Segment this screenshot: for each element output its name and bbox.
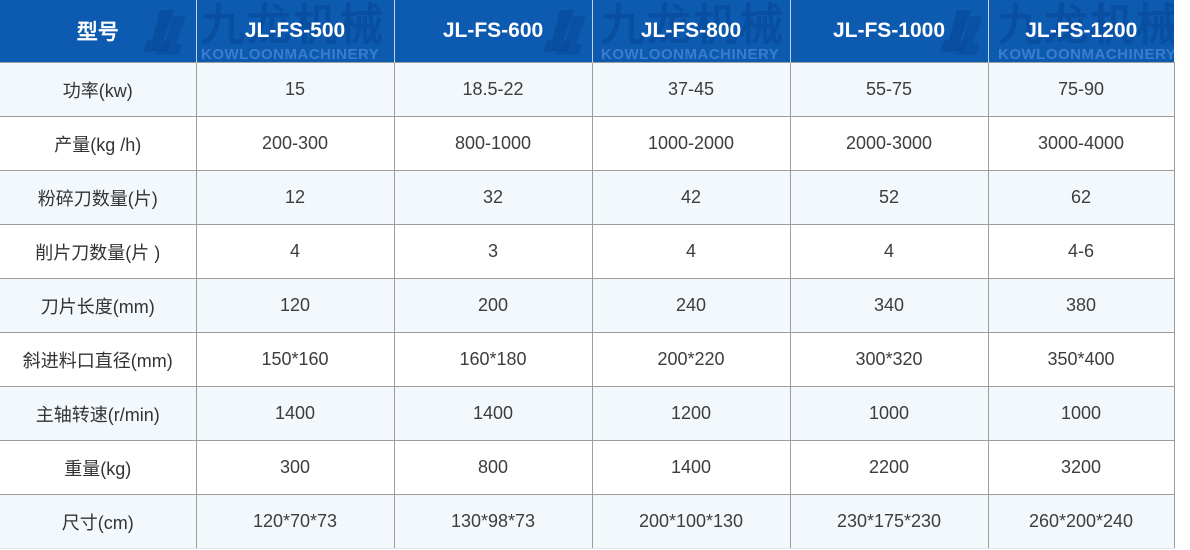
header-model-cell: JL-FS-1200 — [987, 0, 1174, 63]
spec-value: 120*70*73 — [195, 494, 395, 549]
spec-value: 1400 — [393, 386, 593, 441]
table-row: 重量(kg) 300 800 1400 2200 3200 — [0, 440, 1175, 495]
header-row: 型号 JL-FS-500 JL-FS-600 JL-FS-800 JL-FS-1… — [0, 0, 1174, 63]
table-row: 主轴转速(r/min) 1400 1400 1200 1000 1000 — [0, 386, 1175, 441]
row-label: 产量(kg /h) — [0, 116, 197, 171]
spec-value: 200*220 — [591, 332, 791, 387]
row-label: 斜进料口直径(mm) — [0, 332, 197, 387]
corner-header-label: 型号 — [76, 21, 119, 44]
spec-value: 3200 — [987, 440, 1175, 495]
spec-value: 32 — [393, 170, 593, 225]
spec-table-header: 型号 JL-FS-500 JL-FS-600 JL-FS-800 JL-FS-1… — [0, 0, 1174, 63]
spec-value: 55-75 — [789, 62, 989, 117]
header-model-label: JL-FS-600 — [442, 19, 544, 42]
spec-value: 120 — [195, 278, 395, 333]
spec-value: 380 — [987, 278, 1175, 333]
spec-value: 1000 — [789, 386, 989, 441]
spec-value: 4 — [789, 224, 989, 279]
spec-value: 3000-4000 — [987, 116, 1175, 171]
spec-value: 62 — [987, 170, 1175, 225]
spec-value: 240 — [591, 278, 791, 333]
header-model-label: JL-FS-500 — [244, 19, 346, 42]
spec-value: 12 — [195, 170, 395, 225]
spec-value: 200*100*130 — [591, 494, 791, 549]
row-label: 粉碎刀数量(片) — [0, 170, 197, 225]
spec-value: 800 — [393, 440, 593, 495]
spec-value: 160*180 — [393, 332, 593, 387]
table-row: 削片刀数量(片 ) 4 3 4 4 4-6 — [0, 224, 1175, 279]
header-model-cell: JL-FS-800 — [591, 0, 790, 63]
spec-value: 4 — [591, 224, 791, 279]
header-model-label: JL-FS-800 — [640, 19, 742, 42]
row-label: 刀片长度(mm) — [0, 278, 197, 333]
header-model-cell: JL-FS-600 — [393, 0, 592, 63]
header-model-cell: JL-FS-500 — [195, 0, 394, 63]
table-row: 斜进料口直径(mm) 150*160 160*180 200*220 300*3… — [0, 332, 1175, 387]
table-row: 尺寸(cm) 120*70*73 130*98*73 200*100*130 2… — [0, 494, 1175, 549]
header-model-label: JL-FS-1200 — [1025, 19, 1138, 42]
spec-value: 260*200*240 — [987, 494, 1175, 549]
spec-value: 37-45 — [591, 62, 791, 117]
spec-value: 150*160 — [195, 332, 395, 387]
spec-value: 340 — [789, 278, 989, 333]
spec-value: 15 — [195, 62, 395, 117]
row-label: 削片刀数量(片 ) — [0, 224, 197, 279]
spec-value: 1400 — [591, 440, 791, 495]
spec-value: 300 — [195, 440, 395, 495]
table-row: 产量(kg /h) 200-300 800-1000 1000-2000 200… — [0, 116, 1175, 171]
spec-value: 130*98*73 — [393, 494, 593, 549]
row-label: 重量(kg) — [0, 440, 197, 495]
table-row: 功率(kw) 15 18.5-22 37-45 55-75 75-90 — [0, 62, 1175, 117]
spec-value: 2200 — [789, 440, 989, 495]
spec-value: 350*400 — [987, 332, 1175, 387]
spec-value: 1400 — [195, 386, 395, 441]
table-row: 粉碎刀数量(片) 12 32 42 52 62 — [0, 170, 1175, 225]
row-label: 主轴转速(r/min) — [0, 386, 197, 441]
spec-value: 3 — [393, 224, 593, 279]
spec-value: 18.5-22 — [393, 62, 593, 117]
spec-value: 2000-3000 — [789, 116, 989, 171]
header-model-cell: JL-FS-1000 — [789, 0, 988, 63]
spec-value: 75-90 — [987, 62, 1175, 117]
spec-value: 1000-2000 — [591, 116, 791, 171]
corner-header-cell: 型号 — [0, 0, 196, 63]
header-model-label: JL-FS-1000 — [832, 19, 946, 42]
spec-value: 1000 — [987, 386, 1175, 441]
table-row: 刀片长度(mm) 120 200 240 340 380 — [0, 278, 1175, 333]
spec-table-body: 功率(kw) 15 18.5-22 37-45 55-75 75-90 产量(k… — [0, 62, 1175, 549]
spec-value: 4 — [195, 224, 395, 279]
spec-value: 800-1000 — [393, 116, 593, 171]
spec-value: 200 — [393, 278, 593, 333]
spec-value: 230*175*230 — [789, 494, 989, 549]
spec-value: 52 — [789, 170, 989, 225]
spec-value: 4-6 — [987, 224, 1175, 279]
row-label: 尺寸(cm) — [0, 494, 197, 549]
spec-value: 300*320 — [789, 332, 989, 387]
spec-value: 42 — [591, 170, 791, 225]
spec-value: 200-300 — [195, 116, 395, 171]
row-label: 功率(kw) — [0, 62, 197, 117]
spec-value: 1200 — [591, 386, 791, 441]
